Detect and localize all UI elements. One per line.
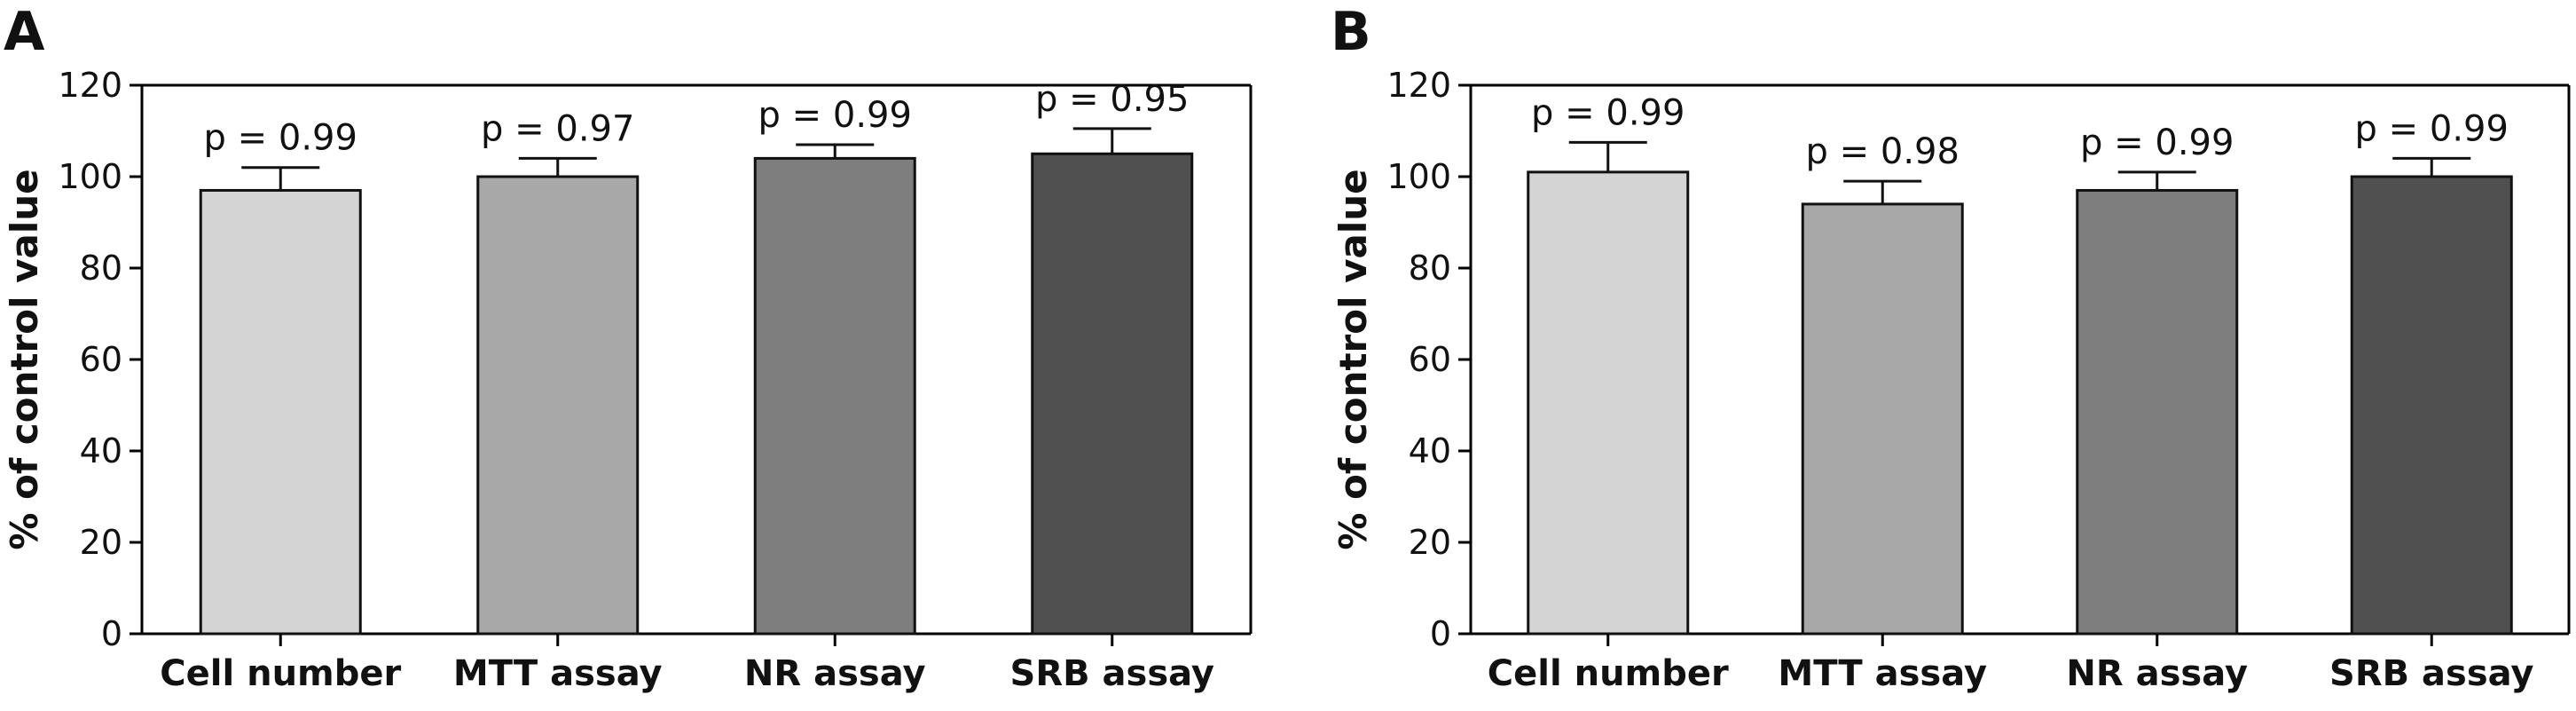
panel-a-pvalue-1: p = 0.97: [481, 108, 634, 149]
panel-b-pvalue-3: p = 0.99: [2355, 108, 2509, 149]
panel-b-ytick-label-40: 40: [1409, 431, 1451, 470]
panel-b-bar-0: [1527, 170, 1690, 636]
panel-a-category-label-3: SRB assay: [1010, 653, 1214, 694]
panel-b-y-axis-label: % of control value: [1331, 169, 1375, 549]
panel-b-ytick-label-0: 0: [1430, 614, 1451, 653]
panel-a-ytick-label-20: 20: [80, 523, 122, 562]
panel-b-ytick-label-20: 20: [1409, 523, 1451, 562]
panel-a-ytick-label-40: 40: [80, 431, 122, 470]
panel-b-category-label-2: NR assay: [2066, 653, 2248, 694]
panel-b-pvalue-2: p = 0.99: [2080, 122, 2234, 163]
panel-a-bar-0: [199, 188, 362, 636]
panel-b-category-label-1: MTT assay: [1778, 653, 1987, 694]
panel-a-category-label-1: MTT assay: [453, 653, 663, 694]
panel-b-bar-3: [2350, 175, 2513, 636]
panel-a-pvalue-2: p = 0.99: [758, 95, 912, 136]
panel-a-pvalue-3: p = 0.95: [1035, 79, 1189, 120]
panel-b-pvalue-0: p = 0.99: [1531, 92, 1685, 133]
panel-b-bar-2: [2076, 188, 2239, 636]
panel-a-label: A: [4, 1, 45, 63]
panel-a-bar-1: [476, 175, 640, 636]
panel-a-category-label-2: NR assay: [744, 653, 926, 694]
panel-b-category-label-3: SRB assay: [2329, 653, 2533, 694]
panel-a-ytick-label-80: 80: [80, 249, 122, 288]
panel-b-pvalue-1: p = 0.98: [1806, 131, 1959, 172]
panel-a-y-axis-label: % of control value: [3, 169, 46, 549]
panel-a-category-label-0: Cell number: [160, 653, 401, 694]
panel-b-label: B: [1331, 1, 1371, 63]
panel-a-bar-2: [753, 156, 916, 636]
panel-a-ytick-label-120: 120: [58, 66, 122, 105]
panel-b-bar-1: [1801, 202, 1964, 636]
panel-a-ytick-label-0: 0: [101, 614, 122, 653]
panel-b-ytick-label-120: 120: [1386, 66, 1451, 105]
panel-b-ytick-label-60: 60: [1409, 340, 1451, 379]
panel-b-ytick-label-100: 100: [1386, 157, 1451, 196]
panel-b-ytick-label-80: 80: [1409, 249, 1451, 288]
panel-b-category-label-0: Cell number: [1488, 653, 1729, 694]
panel-a-ytick-label-60: 60: [80, 340, 122, 379]
panel-a-ytick-label-100: 100: [58, 157, 122, 196]
panel-a-pvalue-0: p = 0.99: [204, 118, 357, 159]
panel-a-bar-3: [1031, 152, 1194, 636]
